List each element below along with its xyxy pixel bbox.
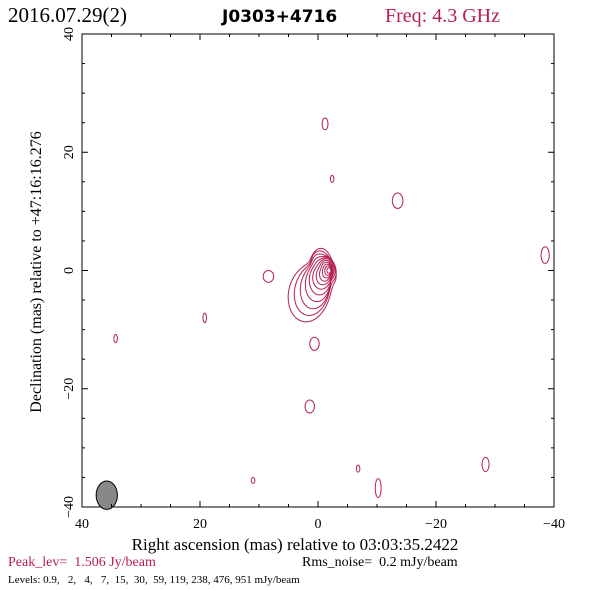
core-contour [315, 259, 333, 286]
core-contour [308, 257, 334, 296]
contour-island [304, 399, 315, 414]
y-tick-label: 0 [62, 267, 77, 274]
core-contour [319, 261, 333, 282]
core-contour [293, 250, 337, 317]
axis-ticks [81, 33, 555, 508]
beam-ellipse [95, 480, 118, 510]
axis-tick-labels: 40 20 0 −20 −40 −40 −20 0 20 40 [62, 27, 565, 532]
x-tick-label: −40 [543, 517, 565, 532]
contour-island [202, 312, 207, 324]
contour-island [113, 333, 118, 344]
source-name: J0303+4716 [221, 7, 337, 27]
plot-area [81, 33, 555, 510]
observation-date: 2016.07.29(2) [8, 3, 127, 27]
core-contour [321, 263, 333, 279]
contour-island [262, 270, 275, 283]
y-tick-label: −40 [62, 496, 77, 518]
contour-island [355, 464, 361, 473]
contour-levels: Levels: 0.9, 2, 4, 7, 15, 30, 59, 119, 2… [8, 574, 300, 586]
rms-noise: Rms_noise= 0.2 mJy/beam [302, 555, 458, 570]
x-tick-label: −20 [425, 517, 447, 532]
contour-island [481, 456, 490, 473]
contour-island [250, 476, 256, 484]
x-tick-label: 40 [75, 517, 89, 532]
x-tick-label: 20 [193, 517, 207, 532]
x-axis-label: Right ascension (mas) relative to 03:03:… [132, 535, 459, 554]
core-contour [324, 265, 332, 276]
contour-island [374, 478, 382, 499]
contour-island [309, 336, 320, 351]
y-axis-label: Declination (mas) relative to +47:16:16.… [28, 131, 45, 412]
x-tick-label: 0 [315, 517, 322, 532]
y-tick-label: −20 [62, 378, 77, 400]
core-contour [312, 258, 334, 290]
contour-island [391, 192, 404, 209]
contour-island [540, 246, 550, 264]
contour-island [321, 117, 329, 131]
y-tick-label: 40 [62, 27, 77, 41]
contour-island [329, 174, 335, 183]
peak-level: Peak_lev= 1.506 Jy/beam [8, 555, 156, 570]
y-tick-label: 20 [62, 145, 77, 159]
frequency-label: Freq: 4.3 GHz [385, 5, 500, 27]
plot-frame [81, 33, 555, 508]
core-contour [326, 267, 332, 274]
core-contour [287, 247, 337, 323]
